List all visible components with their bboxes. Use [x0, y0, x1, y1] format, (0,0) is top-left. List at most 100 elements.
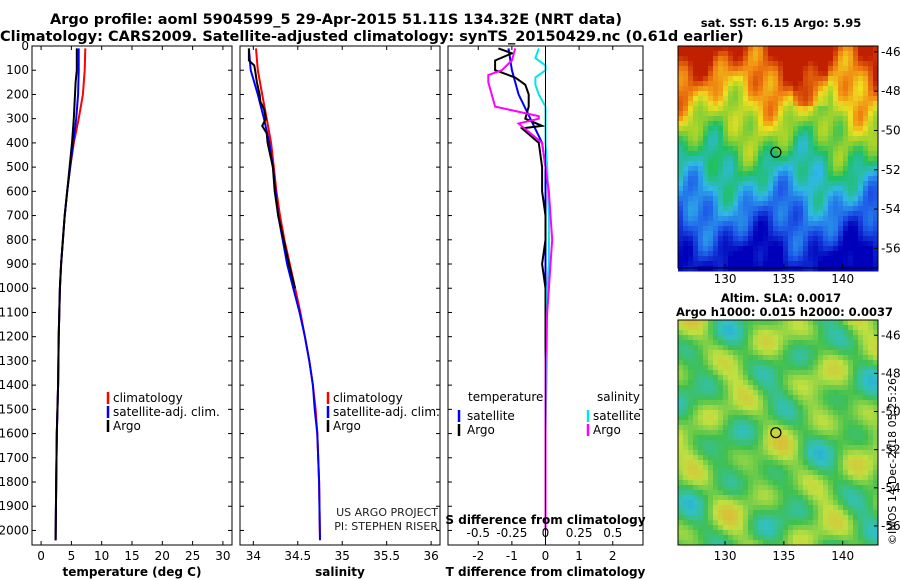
heatmap-cell: [718, 455, 724, 461]
heatmap-cell: [698, 236, 704, 242]
y-tick-label: 300: [6, 112, 29, 126]
heatmap-cell: [758, 121, 764, 127]
heatmap-cell: [848, 495, 854, 501]
heatmap-cell: [768, 335, 774, 341]
heatmap-cell: [828, 186, 834, 192]
heatmap-cell: [858, 121, 864, 127]
heatmap-cell: [698, 420, 704, 426]
heatmap-cell: [828, 141, 834, 147]
heatmap-cell: [823, 51, 829, 57]
heatmap-cell: [873, 540, 879, 546]
heatmap-cell: [808, 335, 814, 341]
heatmap-cell: [688, 450, 694, 456]
heatmap-cell: [688, 71, 694, 77]
heatmap-cell: [758, 216, 764, 222]
heatmap-cell: [828, 455, 834, 461]
heatmap-cell: [793, 370, 799, 376]
heatmap-cell: [718, 410, 724, 416]
heatmap-cell: [693, 76, 699, 82]
heatmap-cell: [813, 91, 819, 97]
heatmap-cell: [833, 231, 839, 237]
heatmap-cell: [713, 380, 719, 386]
heatmap-cell: [688, 435, 694, 441]
heatmap-cell: [758, 335, 764, 341]
heatmap-cell: [768, 266, 774, 272]
heatmap-cell: [858, 46, 864, 52]
heatmap-cell: [833, 221, 839, 227]
heatmap-cell: [683, 365, 689, 371]
heatmap-cell: [688, 251, 694, 257]
heatmap-cell: [863, 106, 869, 112]
heatmap-cell: [733, 410, 739, 416]
heatmap-cell: [728, 480, 734, 486]
heatmap-cell: [688, 330, 694, 336]
heatmap-cell: [833, 176, 839, 182]
heatmap-cell: [863, 206, 869, 212]
heatmap-cell: [708, 136, 714, 142]
heatmap-cell: [783, 395, 789, 401]
heatmap-cell: [703, 325, 709, 331]
heatmap-cell: [843, 246, 849, 252]
heatmap-cell: [858, 405, 864, 411]
heatmap-cell: [798, 475, 804, 481]
heatmap-cell: [868, 390, 874, 396]
heatmap-cell: [868, 71, 874, 77]
heatmap-cell: [698, 365, 704, 371]
heatmap-cell: [833, 226, 839, 232]
heatmap-cell: [823, 425, 829, 431]
heatmap-cell: [698, 320, 704, 326]
heatmap-cell: [863, 251, 869, 257]
heatmap-cell: [793, 470, 799, 476]
heatmap-cell: [838, 505, 844, 511]
heatmap-cell: [688, 231, 694, 237]
heatmap-cell: [733, 385, 739, 391]
heatmap-cell: [773, 101, 779, 107]
heatmap-cell: [863, 166, 869, 172]
heatmap-cell: [708, 226, 714, 232]
heatmap-cell: [873, 370, 879, 376]
heatmap-cell: [788, 370, 794, 376]
heatmap-cell: [813, 181, 819, 187]
heatmap-cell: [743, 435, 749, 441]
heatmap-cell: [773, 390, 779, 396]
heatmap-cell: [853, 440, 859, 446]
heatmap-cell: [693, 405, 699, 411]
heatmap-cell: [728, 161, 734, 167]
heatmap-cell: [778, 56, 784, 62]
heatmap-cell: [838, 345, 844, 351]
heatmap-cell: [723, 385, 729, 391]
heatmap-cell: [708, 166, 714, 172]
heatmap-cell: [738, 535, 744, 541]
heatmap-cell: [703, 525, 709, 531]
heatmap-cell: [753, 76, 759, 82]
heatmap-cell: [753, 251, 759, 257]
heatmap-cell: [828, 131, 834, 137]
heatmap-cell: [723, 226, 729, 232]
heatmap-cell: [793, 51, 799, 57]
heatmap-cell: [818, 76, 824, 82]
heatmap-cell: [753, 131, 759, 137]
heatmap-cell: [718, 241, 724, 247]
heatmap-cell: [813, 365, 819, 371]
heatmap-cell: [708, 395, 714, 401]
heatmap-cell: [853, 530, 859, 536]
heatmap-cell: [728, 96, 734, 102]
heatmap-cell: [743, 440, 749, 446]
heatmap-cell: [683, 430, 689, 436]
heatmap-cell: [863, 191, 869, 197]
heatmap-cell: [708, 430, 714, 436]
heatmap-cell: [798, 370, 804, 376]
heatmap-cell: [833, 76, 839, 82]
heatmap-cell: [703, 111, 709, 117]
heatmap-cell: [683, 226, 689, 232]
heatmap-cell: [868, 111, 874, 117]
heatmap-cell: [833, 216, 839, 222]
heatmap-cell: [813, 141, 819, 147]
heatmap-cell: [783, 111, 789, 117]
heatmap-cell: [798, 430, 804, 436]
heatmap-cell: [763, 320, 769, 326]
heatmap-cell: [793, 61, 799, 67]
heatmap-cell: [798, 261, 804, 267]
heatmap-cell: [808, 345, 814, 351]
heatmap-cell: [858, 101, 864, 107]
